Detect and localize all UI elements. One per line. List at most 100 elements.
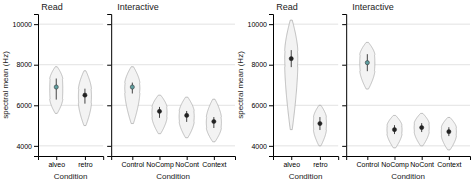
marks bbox=[360, 42, 457, 150]
marks bbox=[285, 20, 327, 146]
grid bbox=[38, 24, 103, 146]
y-tick-label: 6000 bbox=[251, 102, 267, 109]
x-tick: NoCont bbox=[410, 156, 434, 168]
panel-title: Read bbox=[276, 2, 298, 12]
x-tick-label: alveo bbox=[283, 161, 300, 168]
y-tick-mark bbox=[34, 146, 38, 147]
x-axis-line bbox=[112, 157, 236, 161]
x-tick-mark bbox=[320, 156, 321, 160]
grid-line bbox=[111, 145, 235, 146]
x-tick-mark bbox=[449, 156, 450, 160]
x-axis-title: Condition bbox=[156, 172, 190, 181]
y-tick-mark bbox=[269, 146, 273, 147]
x-tick: NoComp bbox=[381, 156, 409, 169]
violin bbox=[179, 97, 194, 138]
violin bbox=[125, 67, 140, 124]
x-tick-mark bbox=[56, 156, 57, 160]
grid-line bbox=[38, 105, 103, 106]
x-tick-mark bbox=[422, 156, 423, 160]
panel-title: Read bbox=[41, 2, 63, 12]
grid bbox=[111, 24, 235, 146]
x-axis: ControlNoCompNoContContext bbox=[347, 156, 471, 169]
y-tick-mark bbox=[342, 65, 346, 66]
x-tick-mark bbox=[85, 156, 86, 160]
y-axis: 4000 6000 8000 10000 bbox=[248, 15, 274, 157]
y-tick bbox=[107, 146, 111, 147]
y-tick bbox=[342, 146, 346, 147]
grid-line bbox=[273, 105, 338, 106]
x-tick-mark bbox=[159, 156, 160, 160]
y-tick: 6000 bbox=[251, 102, 273, 109]
y-tick bbox=[342, 105, 346, 106]
y-tick-label: 8000 bbox=[16, 61, 32, 68]
y-axis bbox=[107, 15, 112, 157]
median-dot bbox=[392, 128, 396, 132]
y-tick bbox=[342, 24, 346, 25]
x-tick: retro bbox=[313, 156, 328, 168]
median-dot bbox=[185, 113, 189, 117]
marks bbox=[50, 67, 92, 126]
grid-line bbox=[273, 24, 338, 25]
y-tick: 10000 bbox=[13, 21, 38, 28]
violin bbox=[313, 105, 326, 146]
y-tick-mark bbox=[269, 65, 273, 66]
x-tick-mark bbox=[291, 156, 292, 160]
median-dot bbox=[130, 85, 134, 89]
y-tick-mark bbox=[107, 65, 111, 66]
x-tick-label: Control bbox=[357, 161, 380, 168]
x-axis-line bbox=[347, 157, 471, 161]
violin bbox=[441, 117, 456, 149]
x-tick: NoCont bbox=[175, 156, 199, 168]
x-tick-label: NoCont bbox=[175, 161, 199, 168]
grid-line bbox=[38, 24, 103, 25]
y-tick-mark bbox=[34, 105, 38, 106]
x-axis: alveo retro bbox=[274, 156, 339, 168]
x-tick-label: NoComp bbox=[381, 161, 409, 169]
x-tick: alveo bbox=[283, 156, 300, 168]
x-tick-mark bbox=[214, 156, 215, 160]
x-tick-label: retro bbox=[313, 161, 328, 168]
median-dot bbox=[365, 61, 369, 65]
x-tick-mark bbox=[367, 156, 368, 160]
y-tick-mark bbox=[107, 24, 111, 25]
y-tick-mark bbox=[342, 24, 346, 25]
y-tick-mark bbox=[107, 146, 111, 147]
x-tick-mark bbox=[132, 156, 133, 160]
y-axis-line bbox=[269, 15, 274, 157]
y-tick-mark bbox=[342, 105, 346, 106]
y-tick: 10000 bbox=[248, 21, 273, 28]
y-axis-line bbox=[107, 15, 112, 157]
x-tick: NoComp bbox=[146, 156, 174, 169]
y-tick: 4000 bbox=[251, 143, 273, 150]
x-tick: alveo bbox=[48, 156, 65, 168]
violin bbox=[387, 115, 402, 147]
y-tick: 8000 bbox=[251, 61, 273, 68]
x-axis-title: Condition bbox=[391, 172, 425, 181]
x-axis: ControlNoCompNoContContext bbox=[112, 156, 236, 169]
x-axis-line bbox=[274, 157, 339, 161]
median-dot bbox=[289, 57, 293, 61]
x-tick-label: Context bbox=[202, 161, 226, 168]
x-tick-label: NoCont bbox=[410, 161, 434, 168]
x-tick: Control bbox=[357, 156, 380, 168]
marks bbox=[125, 67, 222, 142]
violin bbox=[50, 67, 63, 114]
violin bbox=[206, 99, 221, 142]
y-tick-mark bbox=[269, 105, 273, 106]
x-tick-label: alveo bbox=[48, 161, 65, 168]
violin bbox=[414, 113, 429, 145]
y-tick-label: 6000 bbox=[16, 102, 32, 109]
y-axis-line bbox=[34, 15, 39, 157]
x-tick-label: NoComp bbox=[146, 161, 174, 169]
y-axis bbox=[342, 15, 347, 157]
x-tick-label: Control bbox=[122, 161, 145, 168]
y-tick-label: 4000 bbox=[16, 143, 32, 150]
median-dot bbox=[212, 119, 216, 123]
y-axis-title: spectral mean (Hz) bbox=[1, 51, 10, 119]
violin bbox=[360, 42, 375, 89]
x-tick: retro bbox=[78, 156, 93, 168]
y-tick-mark bbox=[107, 105, 111, 106]
violin bbox=[78, 71, 91, 126]
x-tick: Context bbox=[437, 156, 461, 168]
median-dot bbox=[83, 93, 87, 97]
